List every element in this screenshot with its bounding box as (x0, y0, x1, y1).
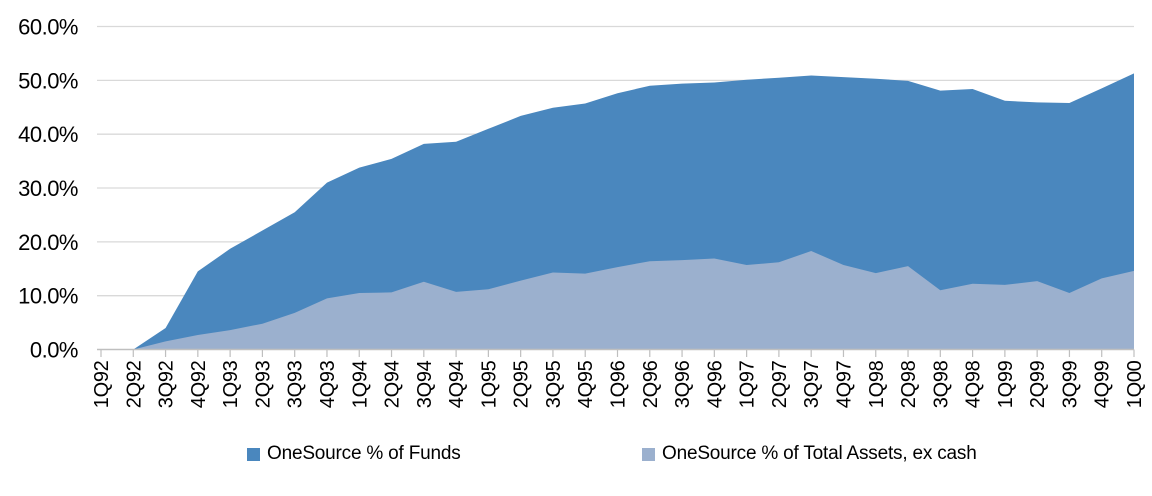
x-axis-label: 1Q99 (995, 360, 1017, 408)
x-axis-labels: 1Q92 2Q92 3Q92 4Q92 1Q93 2Q93 3Q93 4Q93 1Q94 2Q94… (91, 360, 1146, 408)
x-axis-label: 3Q95 (543, 360, 565, 408)
y-axis-label: 10.0% (18, 284, 78, 309)
x-axis-label: 2Q93 (252, 360, 274, 408)
x-axis-label: 1Q95 (478, 360, 500, 408)
x-axis-label: 2Q92 (123, 360, 145, 408)
x-axis-label: 3Q99 (1059, 360, 1081, 408)
x-axis-label: 4Q99 (1092, 360, 1114, 408)
area-chart: 0.0% 10.0% 20.0% 30.0% 40.0% 50.0% 60.0% 1Q92 2Q… (18, 15, 1146, 409)
x-axis-label: 4Q98 (963, 360, 985, 408)
x-axis-label: 4Q95 (575, 360, 597, 408)
x-axis-label: 2Q98 (898, 360, 920, 408)
x-axis-label: 2Q96 (640, 360, 662, 408)
y-axis-label: 20.0% (18, 230, 78, 255)
x-axis-label: 4Q96 (704, 360, 726, 408)
x-axis-label: 2Q99 (1027, 360, 1049, 408)
x-axis-label: 4Q97 (833, 360, 855, 408)
x-axis-label: 3Q93 (285, 360, 307, 408)
funds-legend-label: OneSource % of Funds (267, 443, 461, 464)
x-axis-label: 1Q93 (220, 360, 242, 408)
x-axis-label: 2Q97 (769, 360, 791, 408)
x-axis-label: 3Q96 (672, 360, 694, 408)
y-axis-label: 60.0% (18, 15, 78, 40)
x-axis-label: 4Q93 (317, 360, 339, 408)
legend-item-assets: OneSource % of Total Assets, ex cash (642, 441, 977, 467)
x-axis-label: 3Q98 (930, 360, 952, 408)
x-axis-label: 1Q97 (737, 360, 759, 408)
x-axis-label: 3Q94 (414, 360, 436, 408)
x-axis-label: 2Q94 (382, 360, 404, 408)
x-axis-label: 2Q95 (511, 360, 533, 408)
x-axis-label: 1Q92 (91, 360, 113, 408)
y-axis-label: 0.0% (30, 338, 78, 363)
assets-legend-label: OneSource % of Total Assets, ex cash (662, 443, 977, 464)
legend-item-funds: OneSource % of Funds (247, 441, 461, 467)
x-axis-label: 3Q92 (156, 360, 178, 408)
x-axis-label: 4Q92 (188, 360, 210, 408)
assets-legend-swatch (642, 447, 655, 461)
x-axis-label: 1Q94 (349, 360, 371, 408)
x-axis-label: 3Q97 (801, 360, 823, 408)
y-axis-label: 50.0% (18, 68, 78, 93)
x-axis-label: 1Q96 (608, 360, 630, 408)
y-axis-labels: 0.0% 10.0% 20.0% 30.0% 40.0% 50.0% 60.0% (18, 15, 78, 363)
x-axis-label: 4Q94 (446, 360, 468, 408)
funds-legend-swatch (247, 447, 260, 461)
legend: OneSource % of Funds OneSource % of Tota… (0, 441, 1152, 471)
x-axis-label: 1Q98 (866, 360, 888, 408)
x-axis-label: 1Q00 (1124, 360, 1146, 408)
y-axis-label: 30.0% (18, 176, 78, 201)
y-axis-label: 40.0% (18, 122, 78, 147)
assets-area (101, 251, 1134, 350)
x-axis-ticks (100, 349, 1135, 357)
